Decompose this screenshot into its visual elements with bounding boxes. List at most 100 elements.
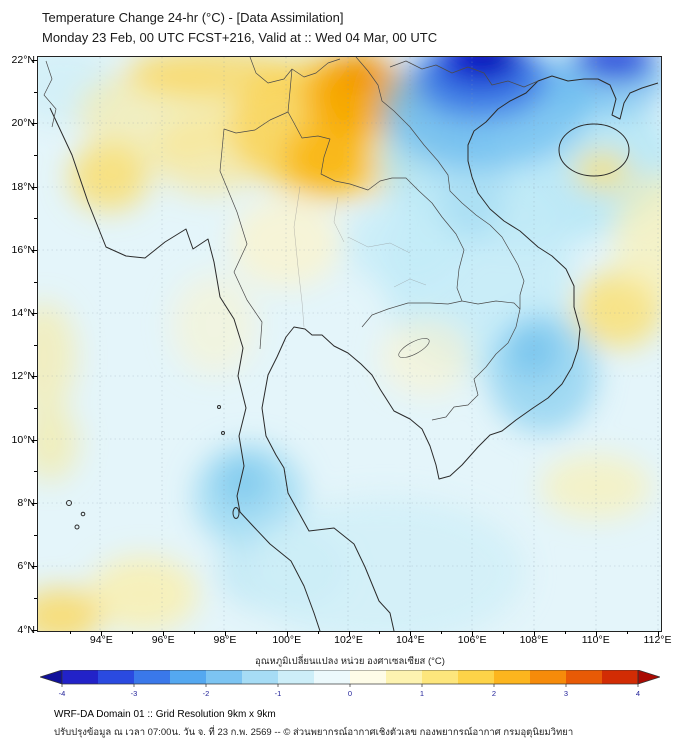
colorbar-tick-label: 1 <box>419 689 425 698</box>
x-axis-minor-tick <box>503 631 505 634</box>
x-axis-tick-mark <box>286 631 288 636</box>
y-axis-tick-label: 4°N <box>17 623 35 636</box>
y-axis-tick-mark <box>32 249 37 251</box>
y-axis-tick-mark <box>32 376 37 378</box>
y-axis-minor-tick <box>34 155 37 157</box>
coastline <box>49 75 659 631</box>
y-axis-minor-tick <box>34 281 37 283</box>
x-axis-minor-tick <box>70 631 72 634</box>
colorbar-left-arrow <box>40 670 63 685</box>
colorbar-label: อุณหภูมิเปลี่ยนแปลง หน่วย องศาเซลเซียส (… <box>255 656 445 667</box>
y-axis-minor-tick <box>34 534 37 536</box>
temperature-field-map <box>38 57 661 631</box>
y-axis-tick-label: 6°N <box>17 560 35 573</box>
colorbar <box>40 670 660 687</box>
page-title: Temperature Change 24-hr (°C) - [Data As… <box>42 10 344 25</box>
colorbar-segment <box>206 670 242 684</box>
colorbar-segment <box>530 670 566 684</box>
x-axis-tick-mark <box>348 631 350 636</box>
x-axis-tick-mark <box>224 631 226 636</box>
x-axis-tick-label: 106°E <box>457 634 487 646</box>
colorbar-tick-label: -4 <box>58 689 66 698</box>
x-axis-tick-label: 110°E <box>581 634 610 646</box>
colorbar-segment <box>170 670 206 684</box>
y-axis-tick-label: 20°N <box>11 117 35 130</box>
x-axis-tick-label: 102°E <box>334 634 363 646</box>
colorbar-segment <box>386 670 422 684</box>
x-axis-tick-mark <box>410 631 412 636</box>
x-axis-tick-mark <box>657 631 659 636</box>
x-axis-tick-label: 100°E <box>272 634 302 646</box>
colorbar-tick-label: 4 <box>635 689 641 698</box>
y-axis-tick-label: 16°N <box>11 243 35 256</box>
colorbar-segment <box>494 670 530 684</box>
title-block: Temperature Change 24-hr (°C) - [Data As… <box>42 8 437 48</box>
x-axis-tick-label: 104°E <box>395 634 425 646</box>
y-axis-tick-mark <box>32 502 37 504</box>
colorbar-tick-label: 2 <box>491 689 497 698</box>
colorbar-segment <box>422 670 458 684</box>
x-axis-tick-mark <box>101 631 103 636</box>
graticule <box>38 57 661 631</box>
colorbar-tick-label: -3 <box>130 689 138 698</box>
colorbar-segment <box>278 670 314 684</box>
y-axis-tick-mark <box>32 566 37 568</box>
x-axis-tick-label: 98°E <box>213 634 237 646</box>
y-axis-minor-tick <box>34 597 37 599</box>
y-axis-tick-label: 12°N <box>11 370 35 383</box>
tonle-sap-lake-outline <box>398 338 430 358</box>
y-axis-tick-mark <box>32 313 37 315</box>
y-axis-tick-mark <box>32 439 37 441</box>
x-axis-minor-tick <box>379 631 381 634</box>
x-axis-minor-tick <box>194 631 196 634</box>
y-axis-tick-label: 14°N <box>11 307 35 320</box>
y-axis-tick-mark <box>32 123 37 125</box>
colorbar-tick-label: 0 <box>347 689 353 698</box>
y-axis-minor-tick <box>34 471 37 473</box>
x-axis-tick-mark <box>163 631 165 636</box>
page-subtitle: Monday 23 Feb, 00 UTC FCST+216, Valid at… <box>42 30 438 45</box>
x-axis-minor-tick <box>317 631 319 634</box>
y-axis-tick-label: 8°N <box>17 496 35 509</box>
x-axis-tick-mark <box>472 631 474 636</box>
y-axis-minor-tick <box>34 408 37 410</box>
colorbar-segment <box>242 670 278 684</box>
x-axis-tick-label: 96°E <box>151 634 175 646</box>
footer-domain-info: WRF-DA Domain 01 :: Grid Resolution 9km … <box>54 709 276 720</box>
footer-update-info: ปรับปรุงข้อมูล ณ เวลา 07:00น. วัน จ. ที่… <box>54 727 574 738</box>
x-axis-tick-mark <box>533 631 535 636</box>
x-axis-minor-tick <box>441 631 443 634</box>
colorbar-segment <box>458 670 494 684</box>
colorbar-segment <box>350 670 386 684</box>
colorbar-tick-label: -2 <box>202 689 210 698</box>
x-axis-tick-label: 94°E <box>89 634 113 646</box>
minor-boundaries <box>293 186 427 328</box>
map-plot-area <box>37 56 662 632</box>
colorbar-tick-label: 3 <box>563 689 569 698</box>
y-axis-minor-tick <box>34 91 37 93</box>
y-axis-tick-label: 18°N <box>11 180 35 193</box>
y-axis-tick-mark <box>32 60 37 62</box>
y-axis-tick-mark <box>32 629 37 631</box>
y-axis-minor-tick <box>34 218 37 220</box>
hainan-island-outline <box>558 123 630 177</box>
x-axis-minor-tick <box>132 631 134 634</box>
x-axis-tick-label: 108°E <box>519 634 549 646</box>
colorbar-segment <box>602 670 638 684</box>
colorbar-segment <box>134 670 170 684</box>
x-axis-minor-tick <box>255 631 257 634</box>
x-axis-tick-mark <box>595 631 597 636</box>
colorbar-segment <box>566 670 602 684</box>
y-axis-tick-label: 22°N <box>11 54 35 67</box>
x-axis-minor-tick <box>626 631 628 634</box>
y-axis-tick-label: 10°N <box>11 433 35 446</box>
colorbar-tick-label: -1 <box>274 689 282 698</box>
colorbar-segment <box>98 670 134 684</box>
colorbar-right-arrow <box>637 670 660 685</box>
y-axis-minor-tick <box>34 344 37 346</box>
y-axis-tick-mark <box>32 186 37 188</box>
country-borders <box>43 57 539 421</box>
colorbar-segment <box>314 670 350 684</box>
colorbar-segment <box>62 670 98 684</box>
